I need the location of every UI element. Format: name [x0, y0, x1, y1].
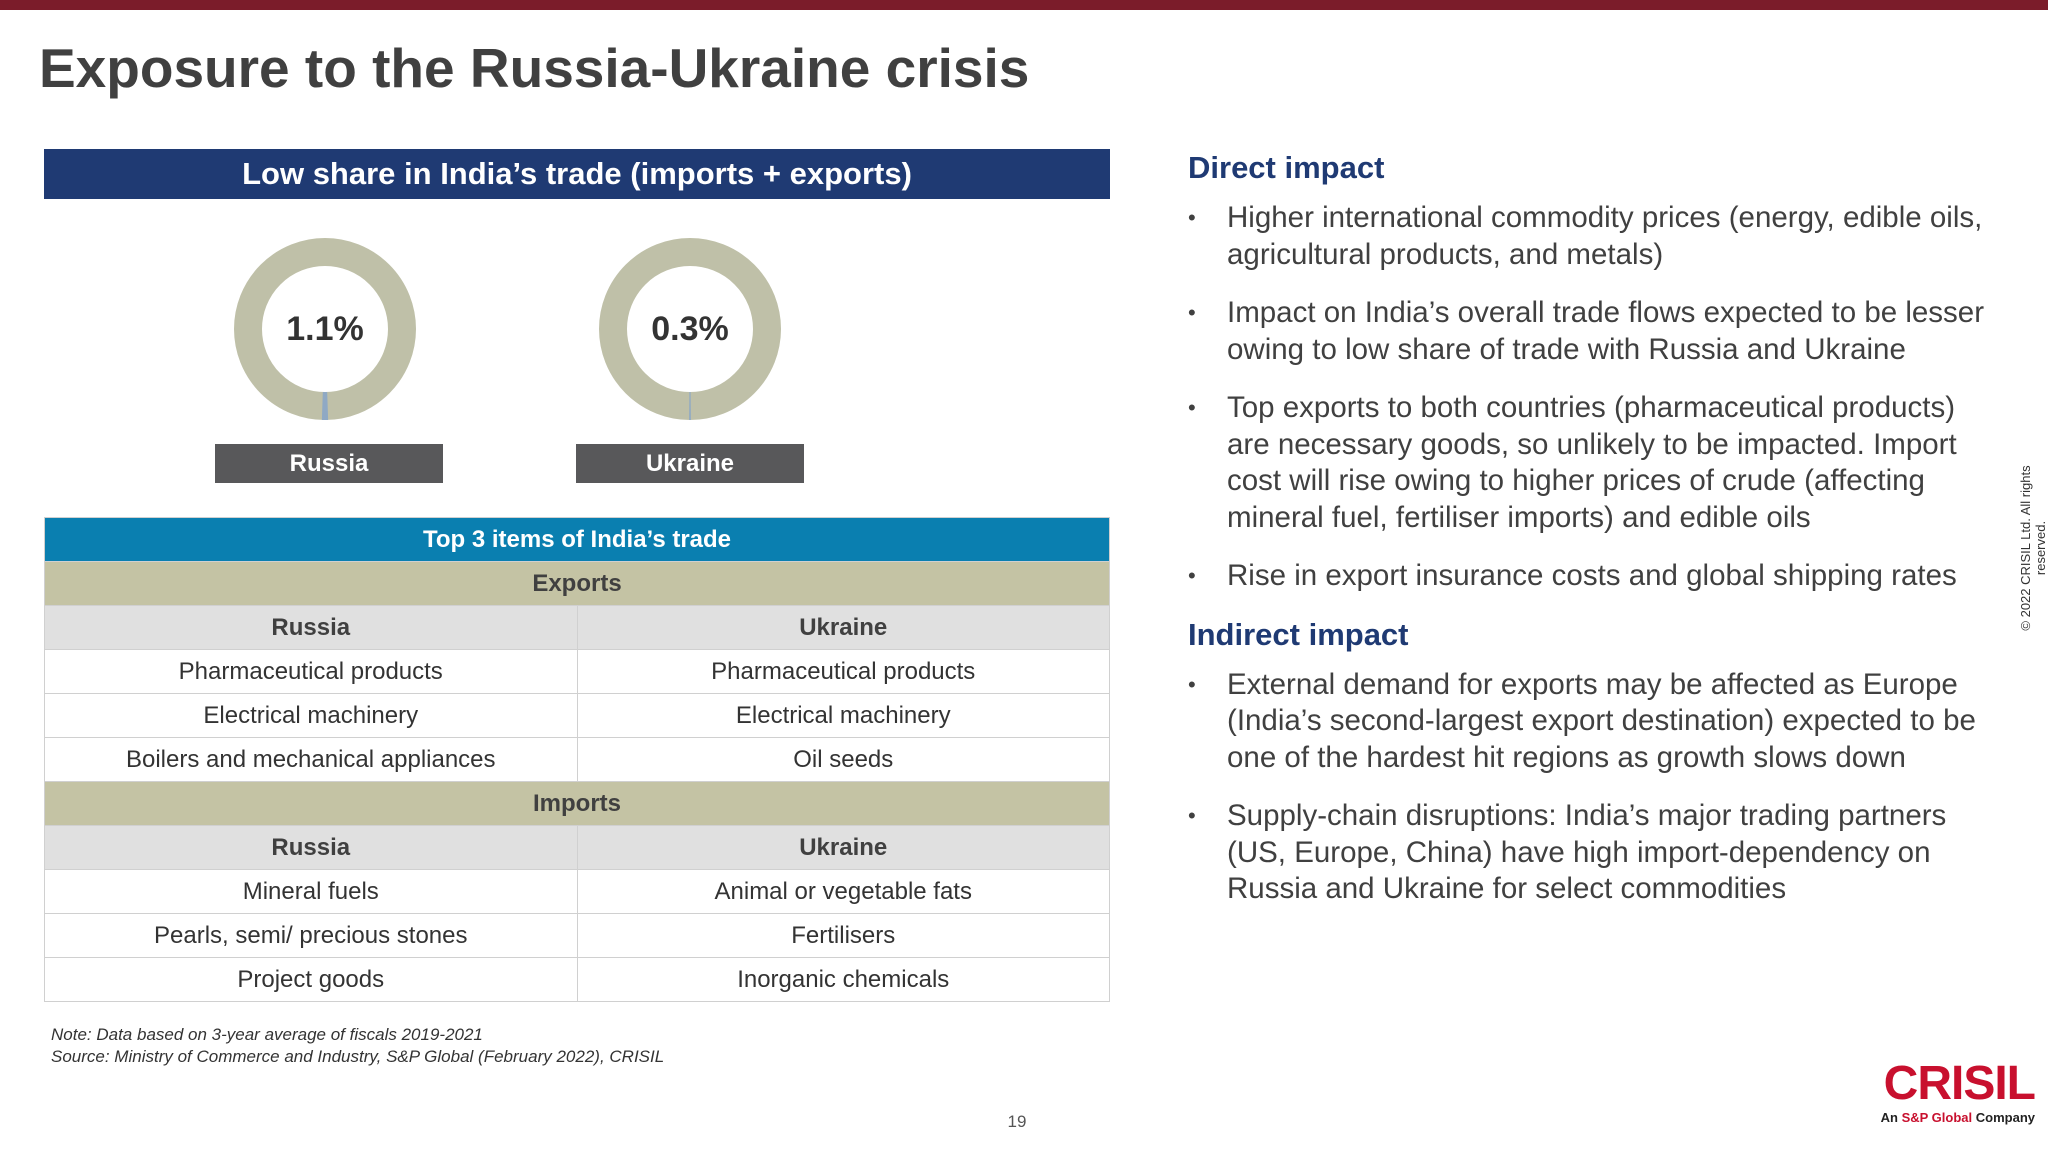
table-cell: Pearls, semi/ precious stones — [44, 913, 578, 958]
table-row: Russia Ukraine — [44, 605, 1110, 650]
table-row: Project goods Inorganic chemicals — [44, 957, 1110, 1002]
table-cell: Pharmaceutical products — [576, 649, 1110, 694]
tagline-brand: S&P Global — [1901, 1110, 1973, 1125]
bullet: Impact on India’s overall trade flows ex… — [1188, 295, 1988, 368]
top-bar — [0, 0, 2048, 10]
impact-heading: Direct impact — [1188, 150, 1385, 185]
donut-charts: 1.1% 0.3% — [234, 238, 781, 421]
country-label: Ukraine — [576, 444, 804, 483]
table-cell: Project goods — [44, 957, 578, 1002]
copyright: © 2022 CRISIL Ltd. All rights reserved. — [2018, 465, 2048, 631]
slide-title: Exposure to the Russia-Ukraine crisis — [39, 37, 1030, 99]
table-cell: Boilers and mechanical appliances — [44, 737, 578, 782]
impacts: Direct impact Higher international commod… — [1188, 150, 1988, 930]
bullet: External demand for exports may be affec… — [1188, 667, 1988, 777]
tagline-text: Company — [1975, 1110, 2035, 1125]
table-cell: Inorganic chemicals — [576, 957, 1110, 1002]
table-cell: Electrical machinery — [44, 693, 578, 738]
column-header: Ukraine — [576, 825, 1110, 870]
donut-slice — [321, 391, 329, 421]
bullet: Supply-chain disruptions: India’s major … — [1188, 798, 1988, 908]
logo: CRISIL An S&P Global Company — [1870, 1057, 2036, 1126]
table-cell: Animal or vegetable fats — [576, 869, 1110, 914]
table-row: Mineral fuels Animal or vegetable fats — [44, 869, 1110, 914]
page-number: 19 — [1007, 1112, 1027, 1131]
bullet: Top exports to both countries (pharmaceu… — [1188, 390, 1988, 536]
donut-label: 1.1% — [286, 310, 364, 348]
table-row: Russia Ukraine — [44, 825, 1110, 870]
table-cell: Mineral fuels — [44, 869, 578, 914]
donut-slice — [689, 392, 691, 421]
column-header: Russia — [44, 605, 578, 650]
impact-heading: Indirect impact — [1188, 616, 1409, 652]
section-header: Exports — [44, 561, 1110, 606]
tagline-text: An — [1880, 1110, 1898, 1125]
table-title: Top 3 items of India’s trade — [44, 517, 1110, 562]
panel-header: Low share in India’s trade (imports + ex… — [44, 149, 1110, 199]
table-cell: Electrical machinery — [576, 693, 1110, 738]
trade-table: Top 3 items of India’s trade Exports Russi… — [44, 517, 1110, 1002]
column-header: Ukraine — [576, 605, 1110, 650]
table-row: Exports — [44, 561, 1110, 606]
table-cell: Oil seeds — [576, 737, 1110, 782]
donut-label: 0.3% — [651, 310, 729, 348]
country-label: Russia — [215, 444, 443, 483]
bullet: Higher international commodity prices (e… — [1188, 200, 1988, 273]
table-row: Pearls, semi/ precious stones Fertilisers — [44, 913, 1110, 958]
table-row: Boilers and mechanical appliances Oil see… — [44, 737, 1110, 782]
table-row: Electrical machinery Electrical machinery — [44, 693, 1110, 738]
table-cell: Fertilisers — [576, 913, 1110, 958]
table-row: Imports — [44, 781, 1110, 826]
column-header: Russia — [44, 825, 578, 870]
bullet: Rise in export insurance costs and globa… — [1188, 558, 1988, 595]
table-row: Pharmaceutical products Pharmaceutical pr… — [44, 649, 1110, 694]
logo-name: CRISIL — [1883, 1057, 2036, 1110]
section-header: Imports — [44, 781, 1110, 826]
logo-tagline: An S&P Global Company — [1870, 1110, 2035, 1125]
note: Source: Ministry of Commerce and Industr… — [51, 1047, 665, 1066]
table-cell: Pharmaceutical products — [44, 649, 578, 694]
table-row: Top 3 items of India’s trade — [44, 517, 1110, 562]
note: Note: Data based on 3-year average of fi… — [51, 1025, 483, 1044]
